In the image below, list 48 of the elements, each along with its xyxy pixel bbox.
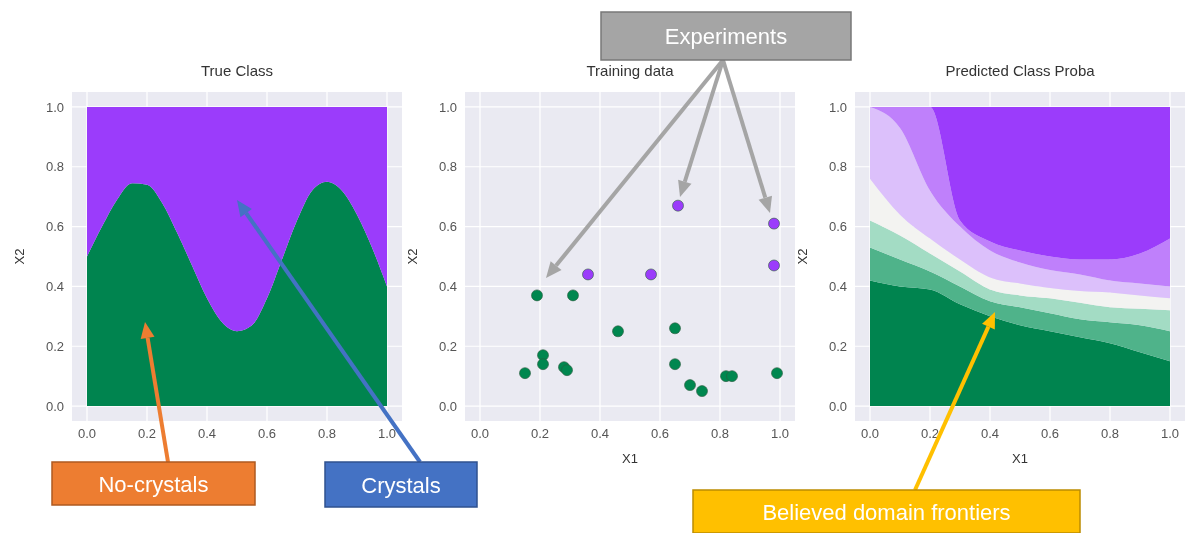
- x-tick-label: 1.0: [770, 426, 790, 442]
- x-tick-label: 1.0: [377, 426, 397, 442]
- x-tick-label: 1.0: [1160, 426, 1180, 442]
- chart-title: Predicted Class Proba: [944, 62, 1096, 79]
- x-tick-label: 0.0: [77, 426, 97, 442]
- x-tick-label: 0.8: [710, 426, 730, 442]
- y-tick-label: 0.2: [828, 338, 847, 354]
- text: Believed domain frontiers: [762, 499, 1011, 525]
- x-tick-label: 0.6: [1040, 426, 1060, 442]
- y-tick-label: 0.8: [828, 159, 847, 175]
- y-tick-label: 0.6: [438, 219, 457, 235]
- x-tick-label: 0.0: [470, 426, 490, 442]
- y-tick-label: 1.0: [45, 99, 64, 115]
- y-tick-label: 0.4: [828, 279, 847, 295]
- x-tick-label: 0.8: [317, 426, 337, 442]
- chart-title: True Class: [200, 62, 274, 79]
- x-tick-label: 0.0: [860, 426, 880, 442]
- y-tick-label: 0.2: [45, 338, 64, 354]
- y-tick-label: 1.0: [828, 99, 847, 115]
- x-tick-label: 0.6: [650, 426, 670, 442]
- x-tick-label: 0.4: [590, 426, 610, 442]
- y-axis-title: X2: [795, 248, 811, 265]
- text: No-crystals: [98, 471, 209, 497]
- text: Experiments: [664, 24, 788, 49]
- y-tick-label: 1.0: [438, 99, 457, 115]
- x-tick-label: 0.4: [197, 426, 217, 442]
- y-tick-label: 0.0: [828, 398, 847, 414]
- x-axis-title: X1: [1012, 451, 1028, 466]
- x-axis-title: X1: [622, 451, 638, 466]
- y-tick-label: 0.4: [45, 279, 64, 295]
- y-tick-label: 0.4: [438, 279, 457, 295]
- text: Crystals: [361, 472, 441, 498]
- y-tick-label: 0.8: [45, 159, 64, 175]
- y-tick-label: 0.6: [828, 219, 847, 235]
- y-axis-title: X2: [12, 248, 28, 265]
- x-tick-label: 0.4: [980, 426, 1000, 442]
- y-tick-label: 0.6: [45, 219, 64, 235]
- y-tick-label: 0.0: [438, 398, 457, 414]
- x-tick-label: 0.2: [137, 426, 157, 442]
- y-tick-label: 0.8: [438, 159, 457, 175]
- x-tick-label: 0.2: [530, 426, 550, 442]
- y-axis-title: X2: [405, 248, 421, 265]
- y-tick-label: 0.2: [438, 338, 457, 354]
- x-tick-label: 0.8: [1100, 426, 1120, 442]
- chart-title: Training data: [585, 62, 675, 79]
- y-tick-label: 0.0: [45, 398, 64, 414]
- x-tick-label: 0.2: [920, 426, 940, 442]
- x-tick-label: 0.6: [257, 426, 277, 442]
